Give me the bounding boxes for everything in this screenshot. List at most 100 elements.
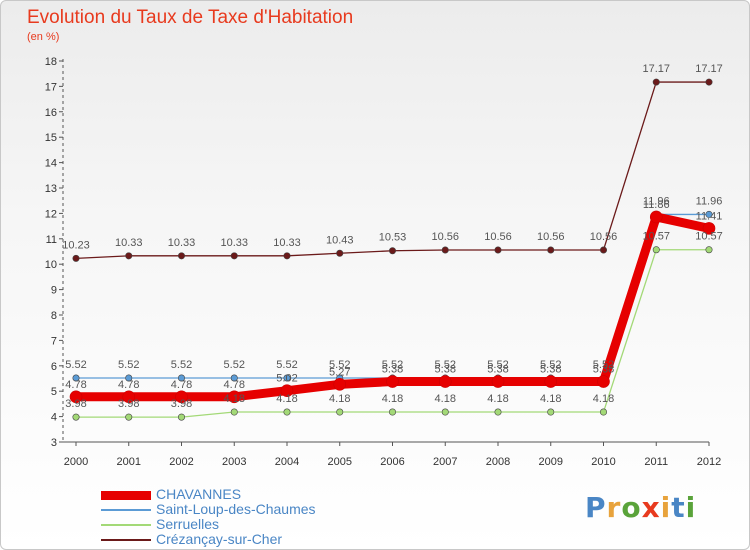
- data-label: 5.38: [487, 364, 508, 376]
- x-tick-label: 2005: [328, 456, 352, 468]
- data-point: [702, 222, 716, 235]
- data-label: 10.33: [273, 237, 301, 249]
- logo-letter: o: [621, 491, 642, 524]
- logo-letter: x: [641, 491, 661, 524]
- data-label: 5.38: [593, 364, 614, 376]
- legend-swatch: [101, 524, 151, 526]
- data-label: 5.02: [276, 373, 297, 385]
- data-point: [705, 246, 713, 254]
- y-tick-label: 6: [51, 361, 57, 373]
- logo-letter: i: [660, 491, 672, 524]
- data-label: 5.52: [435, 359, 456, 371]
- chart-title: Evolution du Taux de Taxe d'Habitation: [27, 7, 354, 28]
- data-label: 17.17: [642, 63, 670, 75]
- y-tick-label: 7: [51, 335, 57, 347]
- data-label: 5.52: [540, 359, 561, 371]
- data-label: 4.18: [593, 393, 614, 405]
- data-point: [227, 390, 241, 404]
- data-point: [597, 375, 610, 388]
- y-tick-label: 3: [51, 437, 57, 449]
- data-label: 10.53: [379, 232, 407, 244]
- data-label: 5.52: [487, 359, 508, 371]
- data-label: 3.98: [65, 398, 86, 410]
- data-label: 10.57: [695, 231, 723, 243]
- data-label: 5.52: [329, 359, 350, 371]
- data-label: 10.56: [590, 231, 618, 243]
- x-tick-label: 2004: [275, 456, 299, 468]
- data-label: 10.56: [431, 231, 459, 243]
- data-point: [283, 374, 291, 382]
- x-tick-label: 2010: [591, 456, 615, 468]
- logo-letter: r: [606, 491, 622, 524]
- y-tick-label: 16: [45, 107, 57, 119]
- data-label: 10.33: [115, 237, 143, 249]
- data-label: 5.52: [171, 359, 192, 371]
- y-tick-label: 8: [51, 310, 57, 322]
- data-label: 10.56: [484, 231, 512, 243]
- x-tick-label: 2003: [222, 456, 246, 468]
- data-point: [125, 374, 133, 382]
- data-label: 10.56: [537, 231, 565, 243]
- x-tick-label: 2007: [433, 456, 457, 468]
- y-tick-label: 10: [45, 259, 57, 271]
- y-tick-label: 9: [51, 285, 57, 297]
- data-point: [230, 374, 238, 382]
- data-point: [72, 374, 80, 382]
- data-label: 4.18: [382, 393, 403, 405]
- data-label: 5.38: [435, 364, 456, 376]
- data-label: 5.38: [540, 364, 561, 376]
- data-label: 11.41: [696, 210, 723, 222]
- legend-swatch: [101, 491, 151, 500]
- data-point: [544, 375, 558, 388]
- data-point: [705, 78, 713, 86]
- data-point: [652, 246, 660, 254]
- y-tick-label: 15: [45, 132, 57, 144]
- data-point: [547, 408, 555, 416]
- data-point: [72, 413, 80, 421]
- data-label: 5.38: [382, 364, 403, 376]
- data-label: 10.43: [326, 234, 354, 246]
- data-label: 3.98: [171, 398, 192, 410]
- x-tick-label: 2006: [380, 456, 404, 468]
- data-point: [599, 246, 607, 254]
- data-label: 4.78: [171, 379, 192, 391]
- data-point: [649, 210, 663, 224]
- data-point: [388, 408, 396, 416]
- data-point: [494, 408, 502, 416]
- logo-letter: i: [685, 491, 697, 524]
- data-point: [547, 246, 555, 254]
- data-point: [230, 252, 238, 260]
- data-point: [441, 246, 449, 254]
- data-label: 17.17: [695, 63, 723, 75]
- data-label: 4.18: [329, 393, 350, 405]
- data-point: [333, 378, 347, 391]
- data-label: 5.52: [382, 359, 403, 371]
- data-label: 11.96: [643, 195, 670, 207]
- data-point: [125, 252, 133, 260]
- x-tick-label: 2011: [644, 456, 668, 468]
- data-point: [388, 247, 396, 255]
- data-label: 5.52: [224, 359, 245, 371]
- x-tick-label: 2002: [169, 456, 193, 468]
- x-tick-label: 2009: [539, 456, 563, 468]
- legend-label: Crézançay-sur-Cher: [156, 531, 283, 547]
- data-label: 5.52: [118, 359, 139, 371]
- data-point: [72, 254, 80, 262]
- legend-label: Serruelles: [156, 516, 220, 532]
- legend-swatch: [101, 539, 151, 541]
- data-point: [230, 408, 238, 416]
- data-point: [599, 408, 607, 416]
- y-tick-label: 17: [45, 81, 57, 93]
- x-tick-label: 2001: [117, 456, 141, 468]
- legend-label: Saint-Loup-des-Chaumes: [156, 501, 316, 517]
- data-label: 5.52: [593, 359, 614, 371]
- data-point: [438, 375, 452, 388]
- logo-letter: t: [671, 491, 686, 524]
- data-label: 10.57: [642, 231, 670, 243]
- data-label: 4.18: [224, 393, 245, 405]
- data-label: 4.78: [65, 379, 86, 391]
- data-point: [283, 408, 291, 416]
- data-point: [441, 408, 449, 416]
